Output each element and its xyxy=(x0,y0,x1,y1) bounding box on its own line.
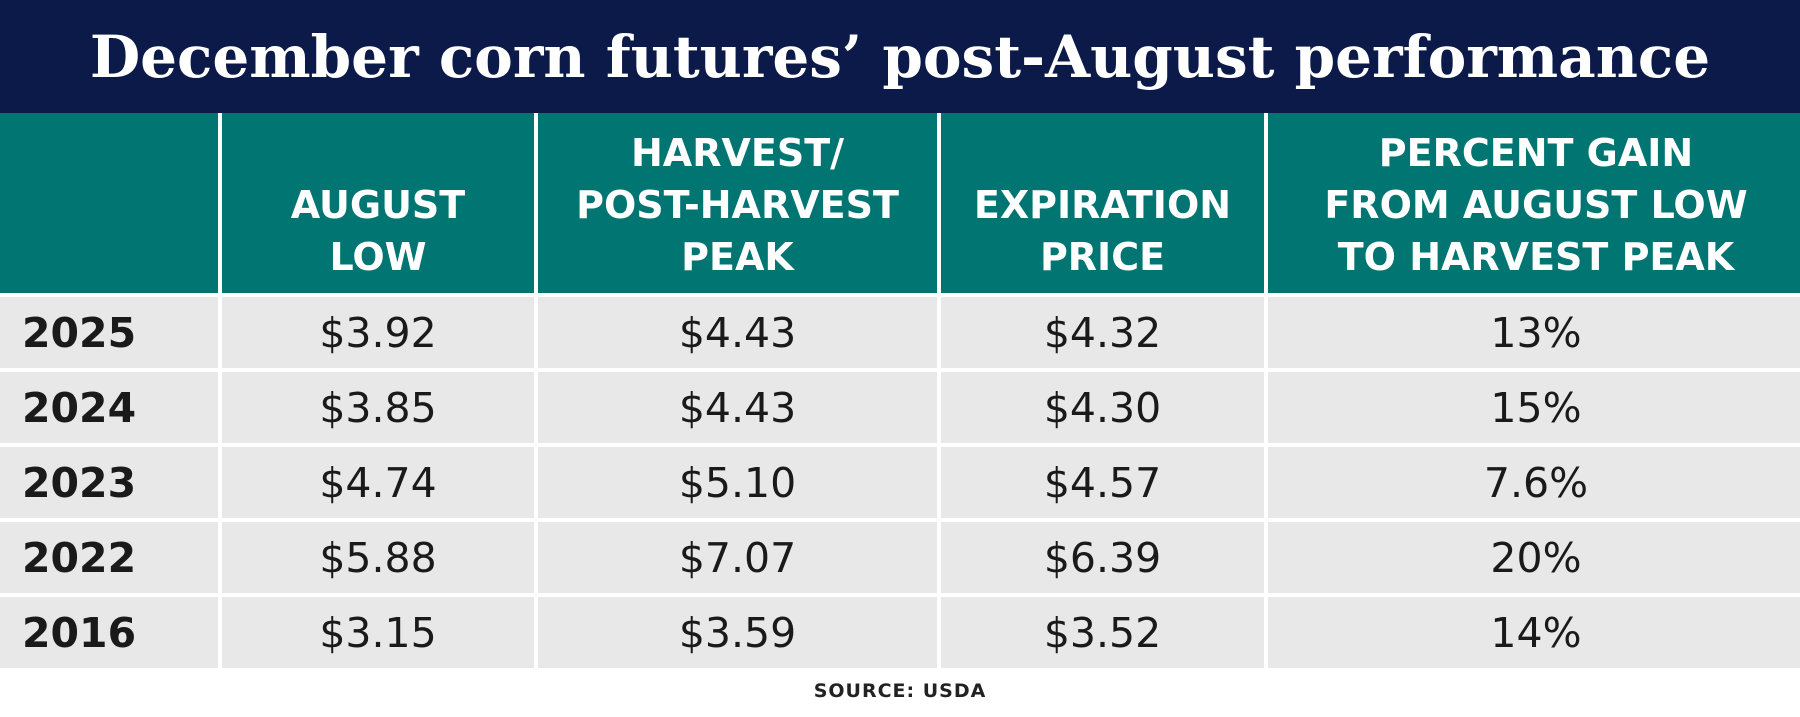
row-label: 2016 xyxy=(0,597,218,668)
header-line: FROM AUGUST LOW xyxy=(1324,183,1748,227)
header-cell: EXPIRATION PRICE xyxy=(941,113,1264,293)
row-label: 2023 xyxy=(0,447,218,518)
table-cell: 13% xyxy=(1268,297,1800,368)
table-cell: $5.88 xyxy=(222,522,534,593)
header-cell: PERCENT GAIN FROM AUGUST LOW TO HARVEST PE… xyxy=(1268,113,1800,293)
title: December corn futures’ post-August perfo… xyxy=(89,22,1711,91)
table-cell: $4.74 xyxy=(222,447,534,518)
table-cell: $4.57 xyxy=(941,447,1264,518)
table-cell: 7.6% xyxy=(1268,447,1800,518)
header-line: POST-HARVEST xyxy=(576,183,899,227)
header-line: HARVEST/ xyxy=(630,131,844,175)
table-cell: 15% xyxy=(1268,372,1800,443)
source: SOURCE: USDA xyxy=(813,680,987,702)
header-cell xyxy=(0,113,218,293)
table: AUGUST LOW HARVEST/POST-HARVEST PEAK EXPIRAT… xyxy=(0,113,1800,668)
header-line: PERCENT GAIN xyxy=(1378,131,1694,175)
title-bar: December corn futures’ post-August perfo… xyxy=(0,0,1800,113)
header-line: PEAK xyxy=(681,235,794,279)
row-label: 2024 xyxy=(0,372,218,443)
table-cell: $4.43 xyxy=(538,297,937,368)
table-cell: 20% xyxy=(1268,522,1800,593)
table-cell: $3.52 xyxy=(941,597,1264,668)
table-cell: $4.43 xyxy=(538,372,937,443)
row-label: 2022 xyxy=(0,522,218,593)
table-cell: $3.15 xyxy=(222,597,534,668)
header-cell: AUGUST LOW xyxy=(222,113,534,293)
header-line: AUGUST xyxy=(290,183,466,227)
header-line: EXPIRATION xyxy=(973,183,1232,227)
table-cell: 14% xyxy=(1268,597,1800,668)
row-label: 2025 xyxy=(0,297,218,368)
header-line: PRICE xyxy=(1039,235,1166,279)
header-line: LOW xyxy=(329,235,427,279)
table-cell: $3.92 xyxy=(222,297,534,368)
table-cell: $3.85 xyxy=(222,372,534,443)
table-cell: $5.10 xyxy=(538,447,937,518)
table-cell: $3.59 xyxy=(538,597,937,668)
header-line: TO HARVEST PEAK xyxy=(1337,235,1735,279)
header-cell: HARVEST/POST-HARVEST PEAK xyxy=(538,113,937,293)
table-cell: $6.39 xyxy=(941,522,1264,593)
table-cell: $4.30 xyxy=(941,372,1264,443)
table-cell: $7.07 xyxy=(538,522,937,593)
table-cell: $4.32 xyxy=(941,297,1264,368)
